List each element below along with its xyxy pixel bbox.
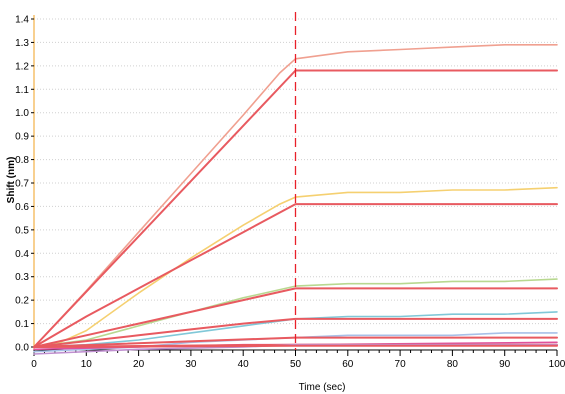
series-line-4 xyxy=(33,203,558,348)
labels-layer: 0.0 0.1 0.2 0.3 0.4 0.5 0.6 0.7 0.8 0.9 1.0 1.1 1.2 1… xyxy=(15,15,565,371)
y-tick-label: 0.9 xyxy=(15,132,29,143)
x-tick-label: 100 xyxy=(549,359,565,370)
series-line-3 xyxy=(33,186,558,348)
x-tick-label: 80 xyxy=(447,359,459,370)
x-tick-label: 40 xyxy=(238,359,250,370)
x-tick-label: 0 xyxy=(31,359,37,370)
y-tick-label: 1.3 xyxy=(15,38,29,49)
y-tick-label: 1.1 xyxy=(15,85,29,96)
y-tick-label: 1.2 xyxy=(15,61,29,72)
y-tick-label: 0.7 xyxy=(15,179,29,190)
y-tick-label: 0.8 xyxy=(15,155,29,166)
series-line-6 xyxy=(33,287,558,348)
x-tick-label: 30 xyxy=(185,359,197,370)
x-tick-label: 90 xyxy=(499,359,511,370)
x-tick-label: 60 xyxy=(342,359,354,370)
x-axis-label: Time (sec) xyxy=(299,382,346,393)
y-tick-label: 0.4 xyxy=(15,249,29,260)
y-tick-label: 0.3 xyxy=(15,272,29,283)
y-axis-label: Shift (nm) xyxy=(6,157,17,204)
x-tick-label: 10 xyxy=(81,359,93,370)
x-tick-label: 20 xyxy=(133,359,145,370)
series-line-1 xyxy=(33,44,558,348)
y-tick-label: 1.4 xyxy=(15,15,29,26)
x-tick-label: 50 xyxy=(290,359,302,370)
y-tick-label: 0.5 xyxy=(15,225,29,236)
x-tick-label: 70 xyxy=(395,359,407,370)
series-line-14 xyxy=(33,344,558,348)
series-line-8 xyxy=(33,317,558,348)
y-tick-label: 0.6 xyxy=(15,202,29,213)
y-tick-label: 0.2 xyxy=(15,296,29,307)
y-tick-label: 1.0 xyxy=(15,108,29,119)
y-tick-label: 0.1 xyxy=(15,319,29,330)
y-tick-label: 0.0 xyxy=(15,343,29,354)
